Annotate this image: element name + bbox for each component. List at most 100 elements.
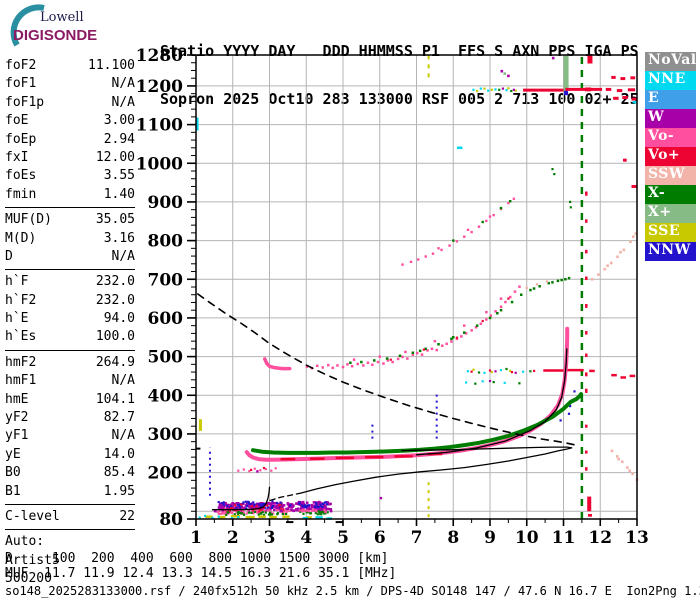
series-es-clutter-red-1: [260, 508, 263, 511]
series-es-clutter-pink-2: [312, 508, 315, 511]
series-es-clutter-purple-1: [269, 504, 273, 507]
series-es-clutter-green-1: [276, 512, 279, 515]
series-streak1190-speckles-yellow: [483, 87, 486, 90]
series-es-clutter-green-1: [237, 511, 241, 514]
series-second-hop-arc-pink: [474, 326, 478, 329]
series-second-hop-arc-pink: [494, 310, 497, 313]
series-salmon-specks-mid: [545, 280, 549, 283]
y-axis-label: 1100: [136, 116, 183, 136]
param-label: foF1p: [5, 94, 45, 110]
legend-item-e: E: [645, 90, 696, 109]
series-es-clutter-purple-1: [274, 504, 278, 508]
series-row465-speckles-purple: [488, 379, 492, 383]
y-axis-label: 900: [148, 193, 184, 213]
series-es-clutter-purple-1: [254, 506, 258, 510]
series-es-clutter-green-1: [241, 512, 244, 515]
series-third-hop-arc-pink: [512, 197, 516, 200]
param-value: N/A: [111, 76, 135, 92]
series-second-hop-arc-green: [529, 288, 532, 292]
series-es-clutter-red-1: [251, 509, 254, 512]
series-streak1190-speckles-yellow: [514, 89, 517, 92]
series-es-clutter-green-1: [237, 513, 240, 516]
series-second-hop-red-specks: [389, 358, 392, 361]
series-es-clutter-purple-1: [257, 504, 261, 508]
y-axis-label: 300: [148, 425, 184, 445]
param-row: D N/A: [5, 248, 135, 266]
legend-item-x: X-: [645, 185, 696, 204]
series-second-hop-arc-green: [463, 331, 466, 334]
legend-item-nnw: NNW: [645, 242, 696, 261]
series-low-pink-speckle-row: [248, 470, 251, 473]
series-streak1190-speckles-cyan: [472, 88, 475, 91]
series-row465-speckles-red: [510, 371, 514, 374]
series-row465-speckles-purple: [494, 370, 497, 373]
series-salmon-arc-upper: [632, 235, 635, 238]
series-es-clutter-green-1: [225, 513, 228, 516]
series-es-clutter-purple-2: [318, 500, 321, 504]
series-es-clutter-blue-1: [249, 502, 252, 505]
x-axis-label: 8: [447, 528, 459, 548]
series-es-clutter-blue-2: [300, 504, 303, 507]
param-label: foF1: [5, 76, 37, 92]
series-second-hop-arc-green: [567, 276, 571, 280]
autoscaling-info: 500200: [5, 571, 52, 587]
series-es-clutter-blue-2: [319, 503, 322, 506]
legend-item-x: X+: [645, 204, 696, 223]
series-es-clutter-pink-1: [252, 512, 255, 515]
series-second-hop-arc-pink: [406, 357, 409, 360]
scaled-parameters-panel: foF2 11.100 foF1 N/A foF1p N/A foE 3.00 foEp 2.94…: [5, 57, 135, 589]
series-row465-speckles-green: [474, 382, 477, 385]
series-salmon-arc-upper: [634, 232, 638, 235]
param-value: 1.40: [103, 186, 135, 202]
param-label: foF2: [5, 58, 37, 73]
series-es-clutter-purple-2: [316, 507, 320, 511]
series-es-clutter-purple-2: [307, 507, 310, 511]
y-axis-label: 700: [148, 270, 184, 290]
series-es-clutter-blue-1: [260, 504, 263, 507]
x-axis-label: 4: [300, 528, 312, 548]
series-es-clutter-purple-2: [305, 501, 309, 505]
series-es-clutter-pink-1: [241, 509, 244, 512]
series-second-hop-arc-pink: [331, 366, 334, 370]
y-axis-label: 500: [148, 348, 184, 368]
series-third-hop-arc-pink: [466, 228, 470, 231]
series-cyan-specks-bottom-left: [230, 517, 234, 520]
param-label: hmF2: [5, 354, 37, 370]
series-es-clutter-blue-1: [267, 506, 270, 509]
series-es-clutter-purple-2: [301, 500, 305, 504]
series-es-clutter-green-2: [326, 511, 329, 514]
param-value: 35.05: [95, 212, 135, 228]
param-value: 264.9: [95, 354, 135, 370]
series-es-clutter-green-1: [262, 513, 266, 517]
series-es-clutter-red-1: [250, 505, 254, 508]
param-label: fmin: [5, 186, 37, 202]
x-axis-label: 2: [227, 528, 239, 548]
series-es-clutter-purple-1: [233, 502, 236, 506]
series-second-hop-arc-pink: [433, 339, 437, 343]
series-streak1190-speckles-cyan: [479, 87, 482, 90]
series-es-clutter-purple-1: [290, 503, 294, 506]
series-third-hop-arc-pink: [477, 225, 481, 228]
series-es-clutter-green-1: [247, 511, 251, 514]
echo-direction-legend: NoVal NNE E W Vo- Vo+ SSW X- X+ SSE NNW: [645, 52, 696, 261]
series-cyan-specks-bottom-left: [217, 515, 220, 518]
series-es-clutter-blue-2: [324, 501, 327, 504]
series-second-hop-arc-green: [547, 281, 550, 285]
series-salmon-arc-upper: [616, 255, 619, 259]
series-second-hop-arc-pink: [350, 365, 354, 368]
series-second-hop-red-specks: [507, 297, 510, 300]
param-row: hmF1 N/A: [5, 372, 135, 390]
series-es-clutter-green-1: [253, 510, 257, 513]
series-second-hop-arc-pink: [518, 285, 521, 288]
param-row: foE 3.00: [5, 112, 135, 130]
series-streak1190-speckles-cyan: [505, 89, 508, 92]
param-row: B0 85.4: [5, 464, 135, 482]
series-es-clutter-green-2: [322, 510, 325, 513]
series-es-clutter-pink-2: [303, 509, 307, 512]
series-es-clutter-pink-1: [288, 509, 291, 513]
series-es-clutter-purple-1: [217, 506, 221, 509]
param-label: yF1: [5, 428, 29, 444]
series-second-hop-arc-green: [499, 308, 503, 312]
series-es-clutter-pink-1: [218, 512, 221, 515]
series-es-clutter-blue-1: [247, 501, 250, 505]
